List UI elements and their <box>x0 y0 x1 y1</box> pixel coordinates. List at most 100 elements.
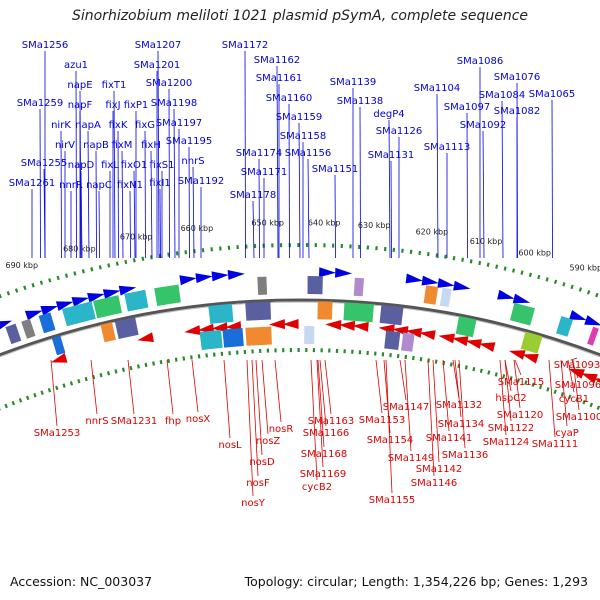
topology-summary: Topology: circular; Length: 1,354,226 bp… <box>244 574 588 589</box>
forward-callout-line <box>157 50 160 259</box>
inner-tick-mark <box>190 355 193 360</box>
tick-label: 620 kbp <box>416 228 449 237</box>
forward-gene-label: SMa1097 <box>444 102 491 113</box>
forward-gene-label: SMa1161 <box>256 73 303 84</box>
forward-gene-label: fixJ <box>105 100 120 111</box>
reverse-callout-line <box>261 359 269 435</box>
reverse-callout-line <box>548 359 556 438</box>
reverse-callout-line <box>310 359 318 481</box>
forward-callout-line <box>133 170 136 259</box>
outer-tick-mark <box>167 252 170 257</box>
reverse-gene-label: SMa1132 <box>436 400 483 411</box>
forward-gene-label: SMa1156 <box>285 148 332 159</box>
forward-callout-line <box>551 99 553 259</box>
reverse-callout-line <box>319 359 327 427</box>
backbone-ring-highlight <box>0 301 600 358</box>
reverse-gene-label: SMa1146 <box>411 478 458 489</box>
forward-callout-line <box>390 160 392 259</box>
reverse-gene-label: nnrS <box>85 416 108 427</box>
forward-gene-arrow <box>569 310 587 321</box>
reverse-callout-line <box>316 359 324 468</box>
forward-callout-line <box>87 130 90 259</box>
reverse-gene-label: SMa1100 <box>556 412 600 423</box>
inner-tick-mark <box>99 372 103 378</box>
inner-tick-mark <box>509 376 513 381</box>
feature-class-band <box>556 316 573 337</box>
feature-class-band <box>5 323 22 345</box>
forward-gene-arrow <box>335 267 353 278</box>
inner-tick-mark <box>502 374 506 379</box>
forward-gene-label: SMa1139 <box>330 77 377 88</box>
forward-callout-line <box>188 146 190 259</box>
reverse-gene-arrow <box>282 319 299 329</box>
forward-callout-line <box>276 65 279 259</box>
feature-class-band <box>245 326 272 346</box>
backbone-rings <box>0 298 600 358</box>
reverse-gene-label: nosR <box>269 424 294 435</box>
reverse-callout-line <box>399 359 407 401</box>
inner-tick-mark <box>47 387 52 393</box>
reverse-callout-line <box>246 359 254 497</box>
reverse-callout-line <box>317 359 325 448</box>
outer-tick-mark <box>14 288 19 293</box>
forward-gene-arrow <box>24 310 43 321</box>
inner-tick-mark <box>182 356 186 361</box>
reverse-gene-arrow <box>478 342 496 352</box>
inner-tick-mark <box>516 378 521 383</box>
inner-tick-mark <box>538 384 543 390</box>
forward-gene-label: fixN1 <box>117 180 143 191</box>
forward-gene-label: nnrS <box>181 156 204 167</box>
reverse-gene-arrow <box>405 328 423 338</box>
inner-tick-mark <box>389 353 392 358</box>
inner-tick-mark <box>136 364 140 369</box>
outer-tick-mark <box>81 269 85 274</box>
forward-gene-label: SMa1138 <box>337 96 384 107</box>
forward-gene-label: SMa1207 <box>135 40 182 51</box>
reverse-gene-arrow <box>50 353 68 363</box>
outer-tick-mark <box>512 268 516 273</box>
reverse-gene-label: hspC2 <box>495 393 526 404</box>
forward-gene-label: SMa1195 <box>166 136 213 147</box>
tick-label: 590 kbp <box>569 263 600 272</box>
feature-class-band <box>124 289 149 312</box>
feature-class-band <box>93 295 122 319</box>
feature-class-band <box>307 276 323 295</box>
inner-tick-mark <box>419 357 423 362</box>
inner-tick-mark <box>404 354 408 360</box>
forward-callout-line <box>121 150 124 259</box>
reverse-callout-line <box>324 359 332 415</box>
outer-tick-mark <box>132 258 136 263</box>
forward-gene-label: SMa1197 <box>156 118 203 129</box>
feature-class-band <box>51 335 66 356</box>
inner-tick-mark <box>449 362 453 367</box>
tick-label: 690 kbp <box>5 261 38 270</box>
forward-gene-label: azu1 <box>64 60 88 71</box>
forward-gene-label: SMa1198 <box>151 98 198 109</box>
outer-tick-mark <box>409 249 413 254</box>
forward-gene-label: SMa1126 <box>376 126 423 137</box>
reverse-gene-label: SMa1149 <box>388 453 435 464</box>
reverse-gene-label: SMa1154 <box>367 435 414 446</box>
outer-tick-mark <box>98 265 102 270</box>
outer-tick-mark <box>23 285 27 291</box>
reverse-callout-line <box>375 359 383 414</box>
forward-gene-arrow <box>421 275 439 286</box>
map-title: Sinorhizobium meliloti 1021 plasmid pSym… <box>71 8 529 24</box>
forward-gene-arrow <box>497 289 515 300</box>
feature-class-band <box>423 285 439 305</box>
outer-tick-mark <box>503 266 507 271</box>
forward-callout-line <box>159 188 161 259</box>
reverse-gene-label: SMa1122 <box>488 423 535 434</box>
outer-tick-mark <box>461 257 465 262</box>
forward-gene-label: napA <box>75 120 101 131</box>
forward-gene-label: SMa1172 <box>222 40 269 51</box>
feature-class-band <box>317 301 333 320</box>
outer-tick-mark <box>124 259 128 265</box>
tick-label: 650 kbp <box>251 219 284 228</box>
inner-tick-mark <box>114 369 118 374</box>
forward-callout-line <box>129 190 131 259</box>
outer-tick-mark <box>39 280 44 285</box>
forward-gene-arrow <box>227 270 245 280</box>
outer-tick-mark <box>426 252 430 257</box>
forward-gene-arrow <box>437 278 455 288</box>
